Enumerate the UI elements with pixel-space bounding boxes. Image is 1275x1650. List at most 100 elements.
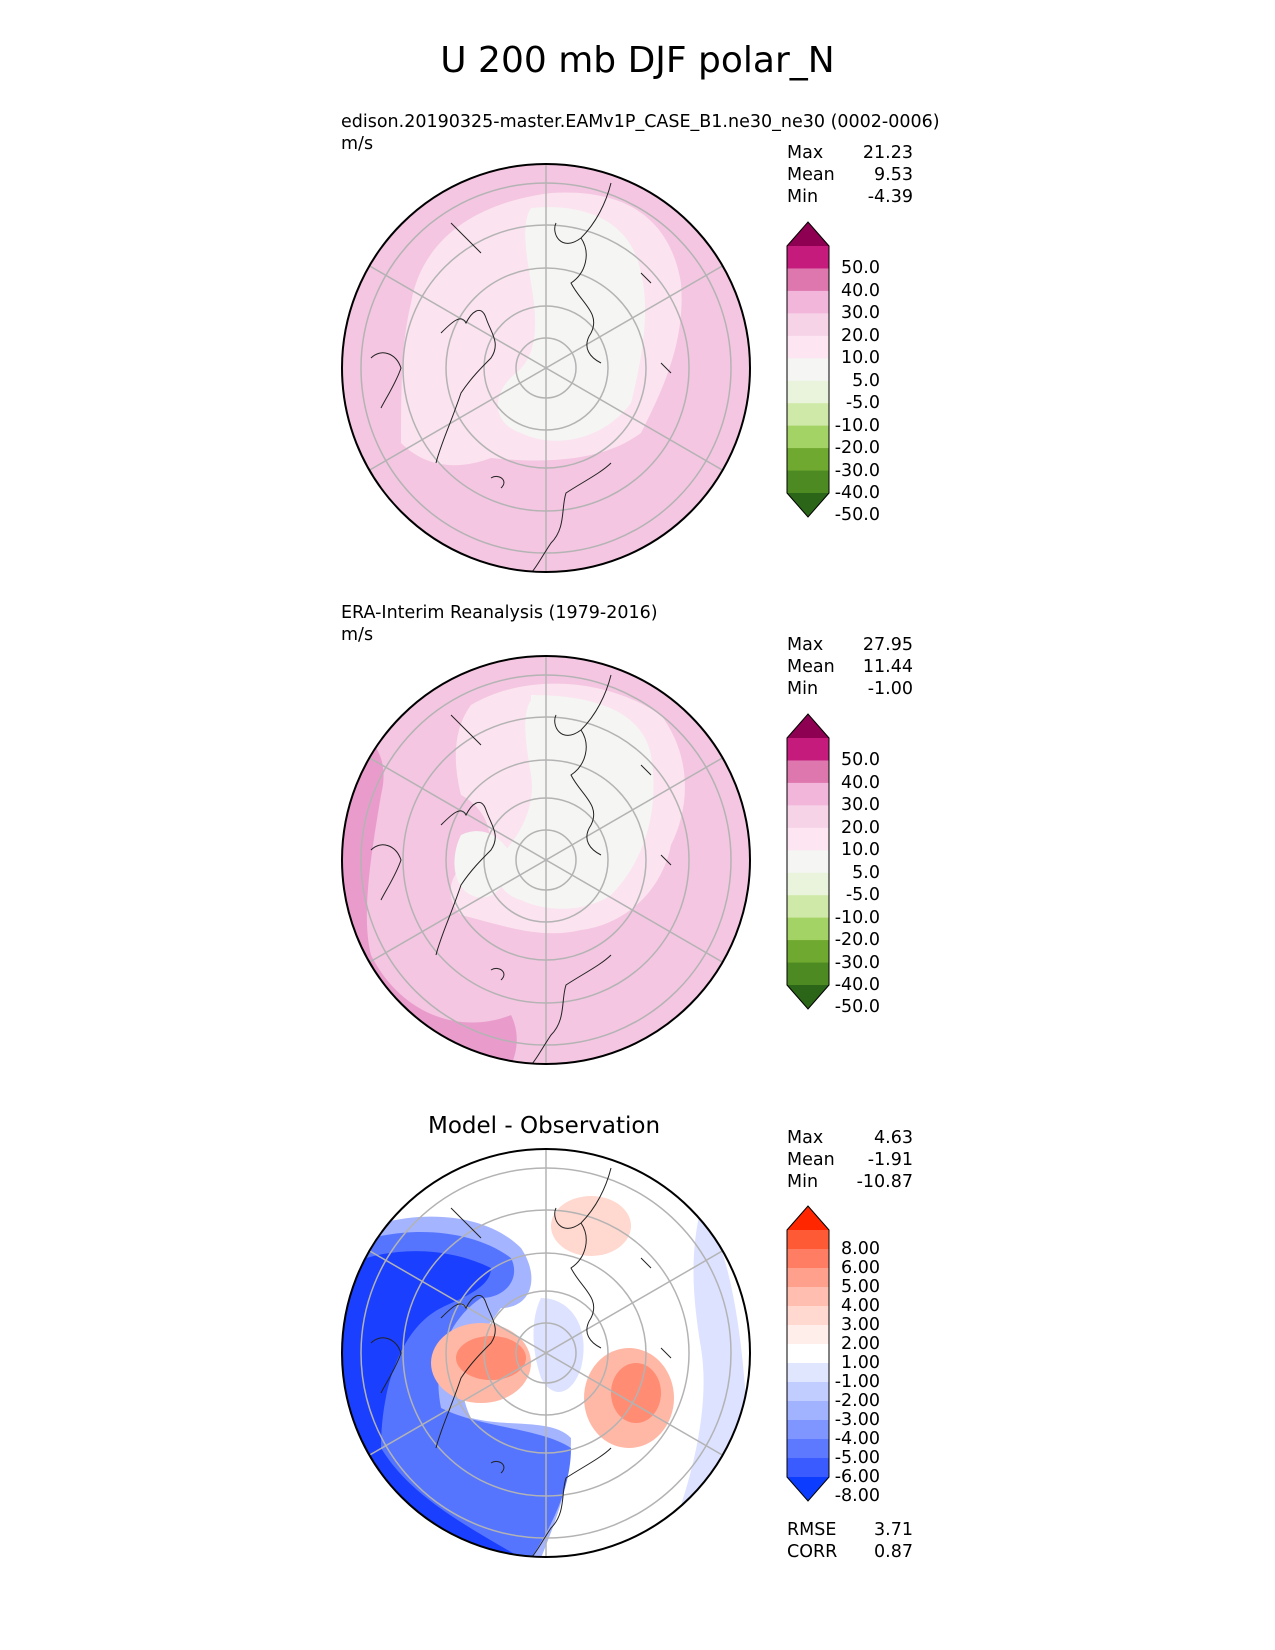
panel3-metrics: RMSE 3.71 CORR 0.87 [787,1519,913,1563]
colorbar-segment [787,313,829,337]
panel2-units-label: m/s [341,625,374,645]
longitude-grid [367,656,725,1064]
colorbar-tick-label: 5.0 [852,862,880,883]
colorbar-tick-label: 50.0 [841,258,880,279]
contour-fill-minus5-5 [497,207,646,441]
stat-max-value: 27.95 [862,635,913,655]
colorbar-segment [787,1325,829,1345]
colorbar-segment [787,962,829,986]
colorbar-outline [786,1205,830,1502]
colorbar-tick-label: -20.0 [834,438,880,459]
rmse-value: 3.71 [874,1520,913,1540]
colorbar-tick-label: 3.00 [841,1315,880,1335]
colorbar-tick-label: 30.0 [841,795,880,816]
colorbar-tick-label: -30.0 [834,952,880,973]
colorbar-tick-label: -40.0 [834,975,880,995]
stat-mean-label: Mean [787,1150,835,1170]
colorbar-tick-label: 20.0 [841,325,880,346]
colorbar-segment [787,403,829,427]
colorbar-tick-label: 8.00 [841,1239,880,1259]
stat-max-value: 4.63 [874,1128,913,1148]
stat-min-label: Min [787,679,819,699]
contour-fill-4-6-west [456,1336,526,1380]
colorbar-tick-label: -4.00 [834,1429,880,1449]
stat-mean-label: Mean [787,657,835,677]
stat-mean-value: -1.91 [867,1150,913,1170]
contour-fill-4-6-east [611,1363,661,1423]
colorbar-segment [787,895,829,919]
colorbar-segment [787,1363,829,1383]
stat-min-value: -4.39 [867,187,913,207]
colorbar-tick-label: 10.0 [841,348,880,369]
rmse-label: RMSE [787,1520,837,1540]
panel3-colorbar [786,1205,830,1502]
colorbar-tick-label: -1.00 [834,1372,880,1392]
contour-fill-20-30 [342,715,517,1064]
colorbar-tick-label: -3.00 [834,1410,880,1430]
panel1-polar-map [341,163,751,573]
contour-fill-minus5-5-b [454,831,511,898]
colorbar-segment [787,738,829,761]
stat-min-label: Min [787,187,819,207]
colorbar-segment [787,290,829,314]
colorbar-segment [787,1420,829,1440]
colorbar-segment [787,1458,829,1478]
colorbar-segment [787,782,829,806]
stat-max-value: 21.23 [862,143,913,163]
panel3-polar-map [341,1148,751,1558]
panel2-colorbar [786,713,830,1010]
stat-min-value: -10.87 [856,1172,913,1192]
stat-max-label: Max [787,143,824,163]
colorbar-tick-label: 30.0 [841,303,880,324]
colorbar-tick-label: 40.0 [841,280,880,301]
colorbar-segment [787,1249,829,1269]
stat-mean-label: Mean [787,165,835,185]
colorbar-extend-top [787,222,829,246]
colorbar-segment [787,872,829,896]
colorbar-segment [787,760,829,784]
colorbar-segment [787,1287,829,1307]
colorbar-tick-label: 10.0 [841,840,880,861]
panel3-title: Model - Observation [428,1113,661,1139]
stat-mean-value: 11.44 [862,657,913,677]
colorbar-outline [786,221,830,518]
colorbar-tick-label: 1.00 [841,1353,880,1373]
colorbar-segment [787,940,829,964]
colorbar-segment [787,1230,829,1250]
colorbar-tick-label: 4.00 [841,1296,880,1316]
colorbar-tick-label: -8.00 [834,1486,880,1506]
coastlines [370,182,672,572]
colorbar-segment [787,1268,829,1288]
colorbar-segment [787,425,829,449]
stat-mean-value: 9.53 [874,165,913,185]
panel2-case-label: ERA-Interim Reanalysis (1979-2016) [341,603,658,623]
corr-label: CORR [787,1542,838,1562]
colorbar-tick-label: 20.0 [841,817,880,838]
colorbar-tick-label: -10.0 [834,907,880,928]
coastlines [370,1167,672,1557]
panel2-stats: Max 27.95 Mean 11.44 Min -1.00 [787,634,913,700]
colorbar-tick-label: 40.0 [841,772,880,793]
colorbar-tick-label: -5.00 [834,1448,880,1468]
colorbar-tick-label: -50.0 [834,997,880,1018]
colorbar-extend-top [787,1206,829,1230]
colorbar-tick-label: -50.0 [834,505,880,526]
panel2-polar-map [341,655,751,1065]
colorbar-segment [787,1439,829,1459]
colorbar-tick-label: 5.00 [841,1277,880,1297]
colorbar-segment [787,246,829,269]
figure-title: U 200 mb DJF polar_N [440,40,835,81]
colorbar-segment [787,827,829,851]
colorbar-tick-label: -6.00 [834,1467,880,1487]
colorbar-segment [787,805,829,829]
colorbar-segment [787,448,829,472]
coastlines [370,674,672,1064]
colorbar-tick-label: -5.0 [845,393,880,414]
panel3-stats: Max 4.63 Mean -1.91 Min -10.87 [787,1127,913,1193]
colorbar-segment [787,268,829,292]
colorbar-outline [786,713,830,1010]
colorbar-tick-label: -5.0 [845,885,880,906]
panel1-units-label: m/s [341,134,374,154]
stat-min-value: -1.00 [867,679,913,699]
colorbar-segment [787,1401,829,1421]
